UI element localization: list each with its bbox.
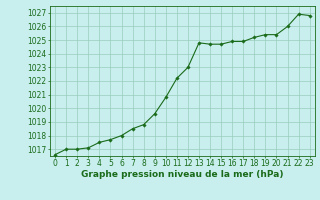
X-axis label: Graphe pression niveau de la mer (hPa): Graphe pression niveau de la mer (hPa) <box>81 170 284 179</box>
